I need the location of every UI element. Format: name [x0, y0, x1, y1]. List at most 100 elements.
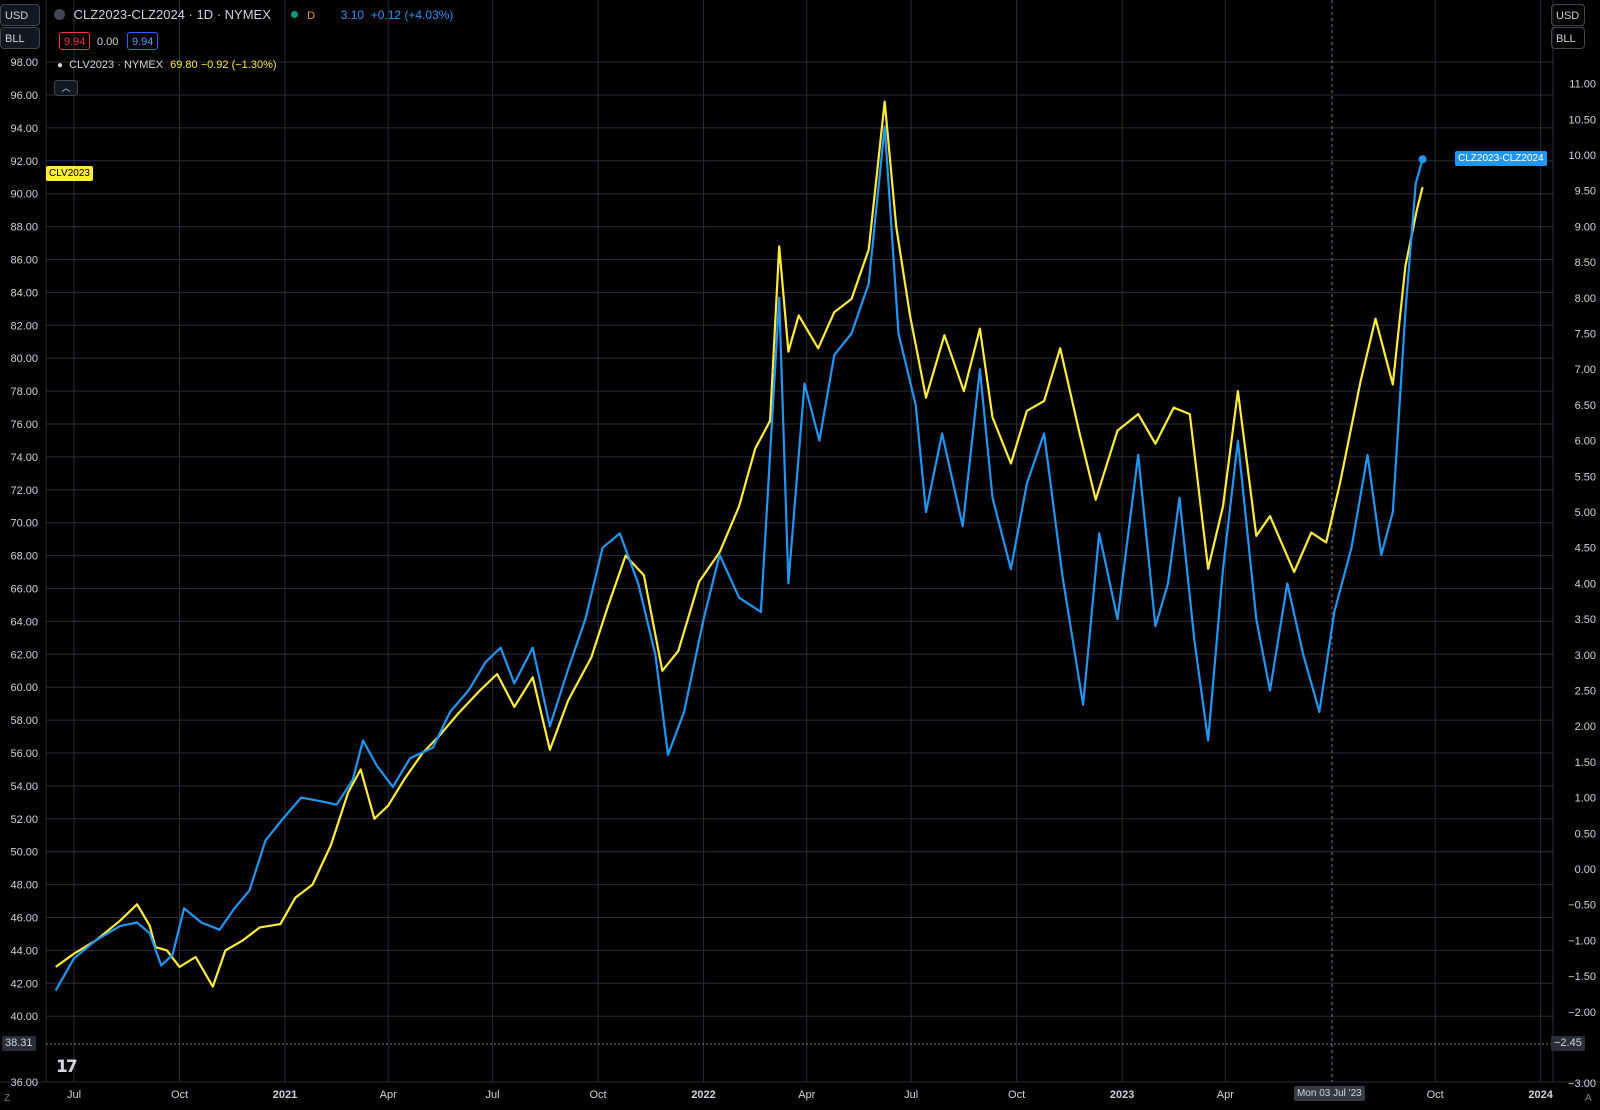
- left-axis-tick-label: 86.00: [10, 255, 38, 267]
- right-axis-tick-label: 0.50: [1575, 828, 1596, 840]
- left-axis-tick-label: 84.00: [10, 287, 38, 299]
- currency-selector-right[interactable]: USD: [1551, 4, 1585, 26]
- left-price-axis[interactable]: 98.00 96.00 94.00 92.00 90.00 88.00 86.00 84.00…: [10, 57, 38, 1089]
- left-axis-last-marker: 38.31: [2, 1036, 36, 1051]
- right-axis-tick-label: 1.50: [1575, 757, 1596, 769]
- left-axis-tick-label: 88.00: [10, 222, 38, 234]
- compare-symbol: CLV2023 · NYMEX: [69, 59, 164, 71]
- left-axis-tick-label: 76.00: [10, 419, 38, 431]
- right-axis-tick-label: 9.00: [1575, 221, 1596, 233]
- left-axis-tick-label: 40.00: [10, 1011, 38, 1023]
- currency-right-label: USD: [1556, 10, 1580, 22]
- right-price-axis[interactable]: 11.00 10.50 10.00 9.50 9.00 8.50 8.00 7.50 7.00 6…: [1568, 79, 1596, 1091]
- time-axis-tick-label: 2024: [1528, 1089, 1553, 1101]
- time-axis-tick-label: Apr: [798, 1089, 815, 1101]
- time-axis-tick-label: Oct: [171, 1089, 188, 1101]
- right-axis-tick-label: 1.00: [1575, 793, 1596, 805]
- time-axis-tick-label: 2023: [1110, 1089, 1134, 1101]
- right-axis-tick-label: −1.00: [1568, 935, 1596, 947]
- time-axis-tick-label: Oct: [1008, 1089, 1025, 1101]
- left-axis-tick-label: 92.00: [10, 156, 38, 168]
- right-axis-tick-label: 8.50: [1575, 257, 1596, 269]
- unit-selector-right[interactable]: BLL: [1551, 27, 1585, 49]
- left-axis-tick-label: 60.00: [10, 682, 38, 694]
- left-axis-tick-label: 36.00: [10, 1077, 38, 1089]
- unit-selector-left[interactable]: BLL ⌄: [0, 27, 40, 66]
- right-axis-tick-label: 0.00: [1575, 864, 1596, 876]
- unit-right-label: BLL: [1556, 33, 1576, 45]
- right-axis-tick-label: −0.50: [1568, 900, 1596, 912]
- collapse-legend-button[interactable]: ︿: [54, 80, 78, 96]
- left-axis-tick-label: 48.00: [10, 880, 38, 892]
- right-axis-tick-label: 10.50: [1568, 114, 1596, 126]
- left-axis-tick-label: 64.00: [10, 616, 38, 628]
- time-axis-tick-label: 2022: [691, 1089, 715, 1101]
- chevron-up-icon: ︿: [61, 83, 71, 93]
- right-axis-tick-label: 6.00: [1575, 436, 1596, 448]
- zoom-reset-icon[interactable]: Z: [4, 1093, 11, 1104]
- left-axis-tick-label: 68.00: [10, 551, 38, 563]
- left-axis-tick-label: 82.00: [10, 320, 38, 332]
- left-axis-tick-label: 52.00: [10, 814, 38, 826]
- right-axis-tick-label: 11.00: [1569, 79, 1596, 91]
- currency-left-label: USD: [5, 10, 29, 22]
- currency-selector-left[interactable]: USD ⌄: [0, 4, 40, 43]
- time-axis[interactable]: Jul Oct 2021 Apr Jul Oct 2022 Apr Jul Oct 2023 Apr O…: [67, 1089, 1554, 1101]
- right-axis-tick-label: 2.00: [1575, 721, 1596, 733]
- right-axis-tick-label: 3.00: [1575, 650, 1596, 662]
- buy-price-button[interactable]: 9.94: [127, 32, 159, 50]
- left-axis-tick-label: 96.00: [10, 90, 38, 102]
- right-axis-tick-label: 6.50: [1575, 400, 1596, 412]
- left-axis-tick-label: 66.00: [10, 584, 38, 596]
- compare-values: 69.80 −0.92 (−1.30%): [170, 59, 277, 71]
- tradingview-logo-icon: 𝟭𝟳: [56, 1057, 78, 1076]
- crosshair-date-label: Mon 03 Jul '23: [1293, 1086, 1365, 1101]
- price-change: +0.12 (+4.03%): [370, 8, 454, 22]
- time-axis-tick-label: Jul: [486, 1089, 500, 1101]
- symbol-title: CLZ2023-CLZ2024 · 1D · NYMEX: [73, 7, 271, 22]
- right-axis-tick-label: 10.00: [1568, 150, 1596, 162]
- left-axis-tick-label: 44.00: [10, 945, 38, 957]
- right-axis-tick-label: 7.50: [1575, 329, 1596, 341]
- left-axis-tick-label: 42.00: [10, 978, 38, 990]
- auto-scale-icon[interactable]: A: [1585, 1093, 1592, 1104]
- time-axis-tick-label: Apr: [1217, 1089, 1234, 1101]
- left-axis-tick-label: 56.00: [10, 748, 38, 760]
- chevron-down-icon: ⌄: [10, 57, 17, 66]
- left-axis-tick-label: 72.00: [10, 485, 38, 497]
- left-axis-tick-label: 98.00: [10, 57, 38, 69]
- series-layer: [54, 100, 1427, 991]
- right-axis-tick-label: −2.00: [1568, 1007, 1596, 1019]
- compare-legend[interactable]: ● CLV2023 · NYMEX 69.80 −0.92 (−1.30%): [57, 59, 277, 71]
- right-axis-tick-label: −3.00: [1568, 1078, 1596, 1090]
- right-axis-tick-label: 8.00: [1575, 293, 1596, 305]
- sell-price-button[interactable]: 9.94: [59, 32, 91, 50]
- time-axis-tick-label: Apr: [380, 1089, 397, 1101]
- time-axis-tick-label: Oct: [589, 1089, 606, 1101]
- left-axis-tick-label: 50.00: [10, 847, 38, 859]
- left-axis-tick-label: 62.00: [10, 649, 38, 661]
- right-axis-tick-label: −1.50: [1568, 971, 1596, 983]
- time-axis-tick-label: Oct: [1427, 1089, 1444, 1101]
- right-axis-tick-label: 7.00: [1575, 364, 1596, 376]
- last-price: 3.10: [340, 8, 365, 22]
- series-flag-clz-spread: CLZ2023-CLZ2024: [1455, 151, 1547, 167]
- right-axis-tick-label: 5.00: [1575, 507, 1596, 519]
- left-axis-tick-label: 94.00: [10, 123, 38, 135]
- series-last-point-1: [1418, 155, 1427, 164]
- left-axis-tick-label: 80.00: [10, 353, 38, 365]
- right-axis-tick-label: 4.50: [1575, 543, 1596, 555]
- crosshair: [46, 0, 1553, 1082]
- symbol-info[interactable]: CLZ2023-CLZ2024 · 1D · NYMEX D 3.10 +0.1…: [54, 7, 453, 22]
- right-axis-tick-label: 5.50: [1575, 471, 1596, 483]
- droplet-icon: ●: [57, 60, 64, 71]
- spread-value: 0.00: [97, 36, 119, 48]
- left-axis-tick-label: 78.00: [10, 386, 38, 398]
- time-axis-tick-label: Jul: [67, 1089, 81, 1101]
- left-axis-tick-label: 54.00: [10, 781, 38, 793]
- symbol-logo-icon: [54, 9, 65, 20]
- market-status-icon: [290, 11, 298, 18]
- left-axis-tick-label: 70.00: [10, 518, 38, 530]
- right-axis-last-marker: −2.45: [1551, 1036, 1585, 1051]
